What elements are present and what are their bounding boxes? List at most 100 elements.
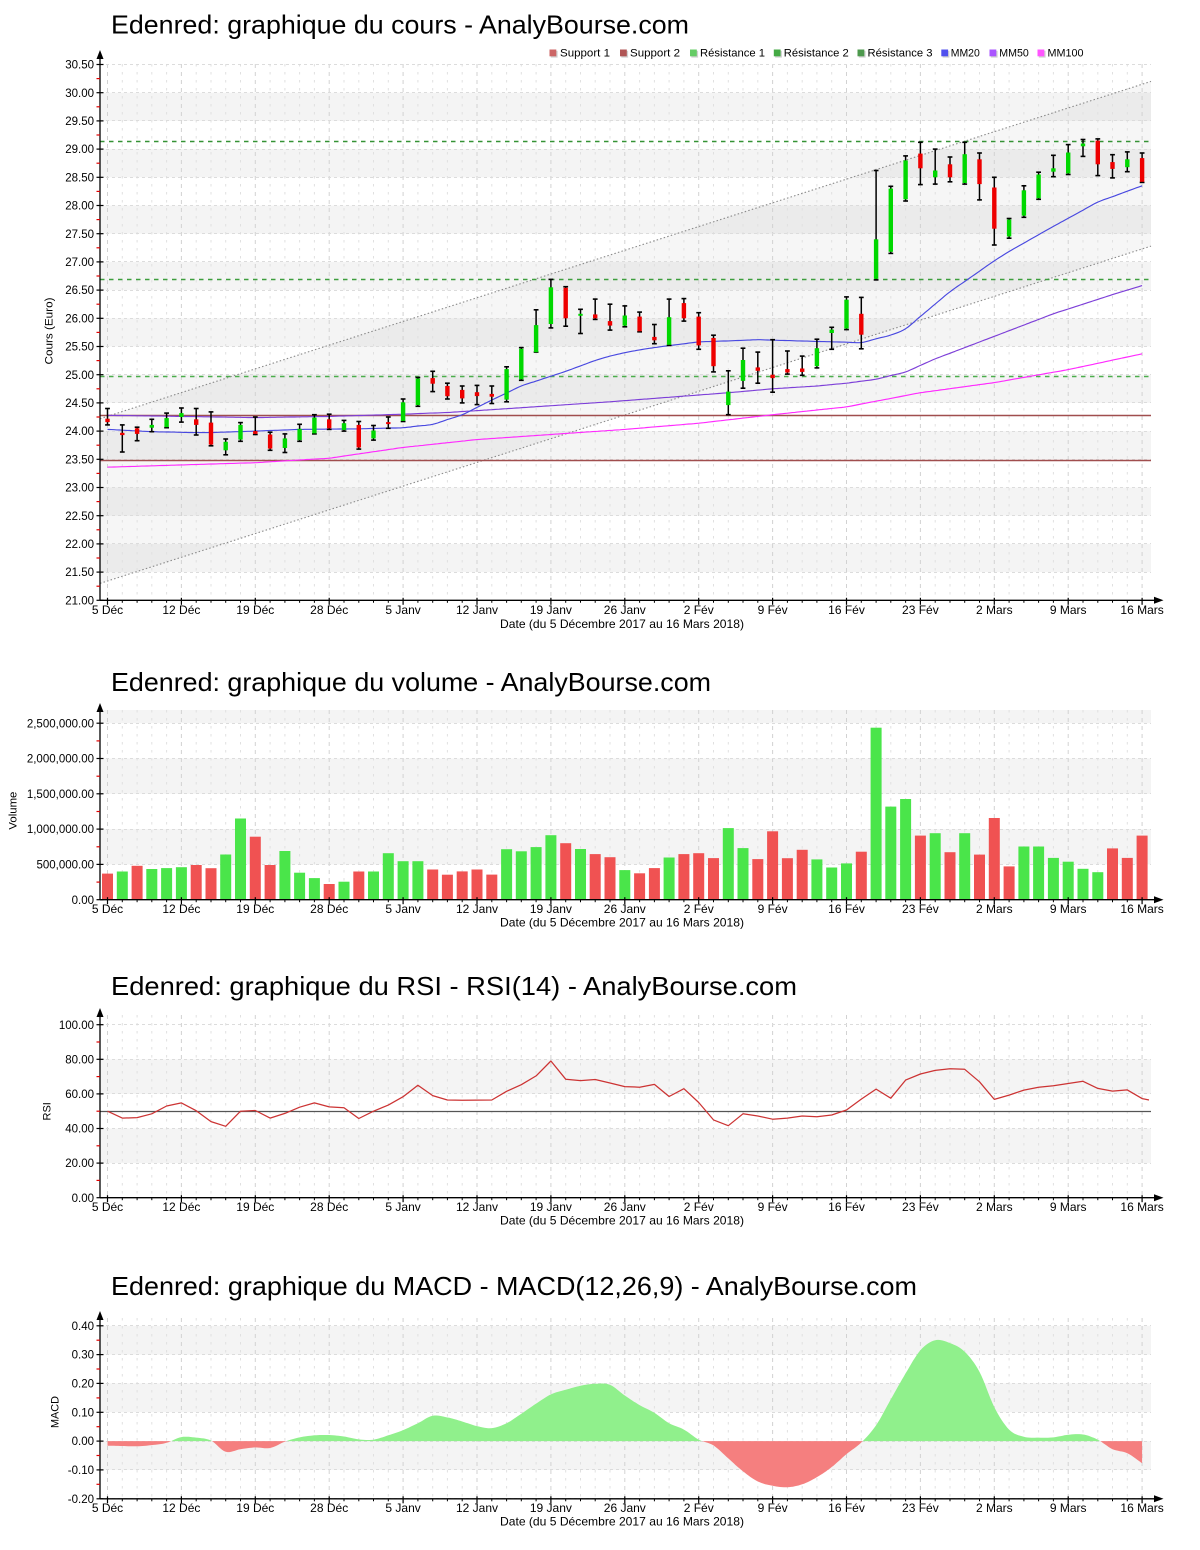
svg-text:25.50: 25.50 (65, 342, 94, 354)
svg-text:Volume: Volume (8, 792, 20, 830)
svg-text:19 Janv: 19 Janv (530, 902, 572, 916)
svg-text:29.00: 29.00 (65, 144, 94, 156)
svg-text:9 Mars: 9 Mars (1050, 902, 1087, 916)
svg-text:26.50: 26.50 (65, 285, 94, 297)
svg-text:Edenred: graphique du MACD - M: Edenred: graphique du MACD - MACD(12,26,… (111, 1271, 917, 1301)
svg-text:5 Déc: 5 Déc (92, 1501, 123, 1515)
svg-text:1,000,000.00: 1,000,000.00 (27, 824, 94, 836)
svg-text:9 Fév: 9 Fév (758, 1200, 788, 1214)
svg-text:9 Mars: 9 Mars (1050, 603, 1087, 617)
svg-text:5 Janv: 5 Janv (385, 1501, 420, 1515)
svg-text:22.00: 22.00 (65, 539, 94, 551)
svg-text:80.00: 80.00 (65, 1054, 94, 1066)
svg-text:16 Fév: 16 Fév (828, 603, 865, 617)
svg-text:23 Fév: 23 Fév (902, 902, 939, 916)
svg-text:16 Fév: 16 Fév (828, 902, 865, 916)
svg-text:16 Fév: 16 Fév (828, 1200, 865, 1214)
svg-text:500,000.00: 500,000.00 (36, 860, 94, 872)
svg-text:9 Mars: 9 Mars (1050, 1200, 1087, 1214)
svg-text:100.00: 100.00 (59, 1020, 94, 1032)
svg-text:16 Mars: 16 Mars (1120, 1200, 1163, 1214)
svg-text:28 Déc: 28 Déc (310, 902, 348, 916)
svg-text:19 Déc: 19 Déc (236, 1501, 274, 1515)
svg-text:5 Janv: 5 Janv (385, 603, 420, 617)
svg-text:5 Déc: 5 Déc (92, 902, 123, 916)
svg-text:0.00: 0.00 (72, 1436, 94, 1448)
svg-text:5 Janv: 5 Janv (385, 1200, 420, 1214)
svg-text:24.00: 24.00 (65, 426, 94, 438)
svg-text:Résistance 1: Résistance 1 (700, 47, 765, 59)
svg-text:29.50: 29.50 (65, 116, 94, 128)
svg-text:-0.10: -0.10 (68, 1465, 94, 1477)
svg-text:5 Janv: 5 Janv (385, 902, 420, 916)
svg-text:2 Fév: 2 Fév (684, 902, 714, 916)
svg-text:2 Mars: 2 Mars (976, 902, 1013, 916)
svg-text:0.40: 0.40 (72, 1321, 94, 1333)
svg-text:0.20: 0.20 (72, 1379, 94, 1391)
svg-text:28.50: 28.50 (65, 172, 94, 184)
svg-text:5 Déc: 5 Déc (92, 603, 123, 617)
svg-text:0.30: 0.30 (72, 1350, 94, 1362)
svg-text:12 Janv: 12 Janv (456, 1501, 498, 1515)
svg-text:12 Janv: 12 Janv (456, 1200, 498, 1214)
svg-text:Date (du 5 Décembre 2017 au 16: Date (du 5 Décembre 2017 au 16 Mars 2018… (500, 1515, 744, 1529)
svg-text:12 Janv: 12 Janv (456, 603, 498, 617)
svg-text:Edenred: graphique du cours -: Edenred: graphique du cours - AnalyBours… (111, 9, 689, 39)
svg-text:5 Déc: 5 Déc (92, 1200, 123, 1214)
svg-text:28 Déc: 28 Déc (310, 1501, 348, 1515)
svg-text:0.00: 0.00 (72, 895, 94, 907)
svg-text:26 Janv: 26 Janv (604, 603, 646, 617)
svg-text:9 Fév: 9 Fév (758, 1501, 788, 1515)
svg-text:Support 2: Support 2 (630, 47, 680, 59)
svg-text:Date (du 5 Décembre 2017 au 16: Date (du 5 Décembre 2017 au 16 Mars 2018… (500, 1214, 744, 1228)
svg-text:Edenred: graphique du RSI - RS: Edenred: graphique du RSI - RSI(14) - An… (111, 971, 797, 1001)
svg-text:23.00: 23.00 (65, 483, 94, 495)
svg-text:19 Janv: 19 Janv (530, 1200, 572, 1214)
svg-text:12 Déc: 12 Déc (162, 1501, 200, 1515)
svg-text:19 Déc: 19 Déc (236, 603, 274, 617)
svg-text:23 Fév: 23 Fév (902, 1200, 939, 1214)
svg-text:Support 1: Support 1 (560, 47, 610, 59)
svg-text:26.00: 26.00 (65, 313, 94, 325)
svg-text:21.50: 21.50 (65, 567, 94, 579)
svg-text:28 Déc: 28 Déc (310, 603, 348, 617)
svg-text:23.50: 23.50 (65, 454, 94, 466)
svg-text:-0.20: -0.20 (68, 1494, 94, 1506)
svg-text:Date (du 5 Décembre 2017 au 16: Date (du 5 Décembre 2017 au 16 Mars 2018… (500, 916, 744, 930)
svg-text:2 Fév: 2 Fév (684, 1501, 714, 1515)
svg-text:27.50: 27.50 (65, 229, 94, 241)
svg-text:60.00: 60.00 (65, 1089, 94, 1101)
svg-text:9 Fév: 9 Fév (758, 603, 788, 617)
svg-text:19 Janv: 19 Janv (530, 1501, 572, 1515)
svg-text:12 Déc: 12 Déc (162, 902, 200, 916)
svg-text:Date (du 5 Décembre 2017 au 16: Date (du 5 Décembre 2017 au 16 Mars 2018… (500, 617, 744, 631)
svg-text:12 Janv: 12 Janv (456, 902, 498, 916)
svg-text:30.50: 30.50 (65, 60, 94, 72)
svg-text:MM20: MM20 (951, 47, 980, 59)
svg-text:2,500,000.00: 2,500,000.00 (27, 718, 94, 730)
svg-text:24.50: 24.50 (65, 398, 94, 410)
svg-text:16 Mars: 16 Mars (1120, 603, 1163, 617)
svg-text:RSI: RSI (42, 1102, 54, 1120)
svg-text:19 Janv: 19 Janv (530, 603, 572, 617)
svg-text:19 Déc: 19 Déc (236, 902, 274, 916)
svg-text:2 Mars: 2 Mars (976, 1200, 1013, 1214)
svg-text:2,000,000.00: 2,000,000.00 (27, 754, 94, 766)
svg-text:0.00: 0.00 (72, 1193, 94, 1205)
svg-text:2 Mars: 2 Mars (976, 603, 1013, 617)
svg-text:19 Déc: 19 Déc (236, 1200, 274, 1214)
svg-text:26 Janv: 26 Janv (604, 1501, 646, 1515)
svg-text:2 Fév: 2 Fév (684, 603, 714, 617)
svg-text:Edenred: graphique du volume -: Edenred: graphique du volume - AnalyBour… (111, 667, 711, 697)
svg-text:9 Mars: 9 Mars (1050, 1501, 1087, 1515)
svg-text:27.00: 27.00 (65, 257, 94, 269)
svg-text:20.00: 20.00 (65, 1158, 94, 1170)
svg-text:26 Janv: 26 Janv (604, 1200, 646, 1214)
svg-text:16 Fév: 16 Fév (828, 1501, 865, 1515)
svg-text:28 Déc: 28 Déc (310, 1200, 348, 1214)
svg-text:12 Déc: 12 Déc (162, 1200, 200, 1214)
svg-text:28.00: 28.00 (65, 201, 94, 213)
svg-text:0.10: 0.10 (72, 1407, 94, 1419)
svg-text:9 Fév: 9 Fév (758, 902, 788, 916)
svg-text:Cours (Euro): Cours (Euro) (44, 298, 56, 365)
